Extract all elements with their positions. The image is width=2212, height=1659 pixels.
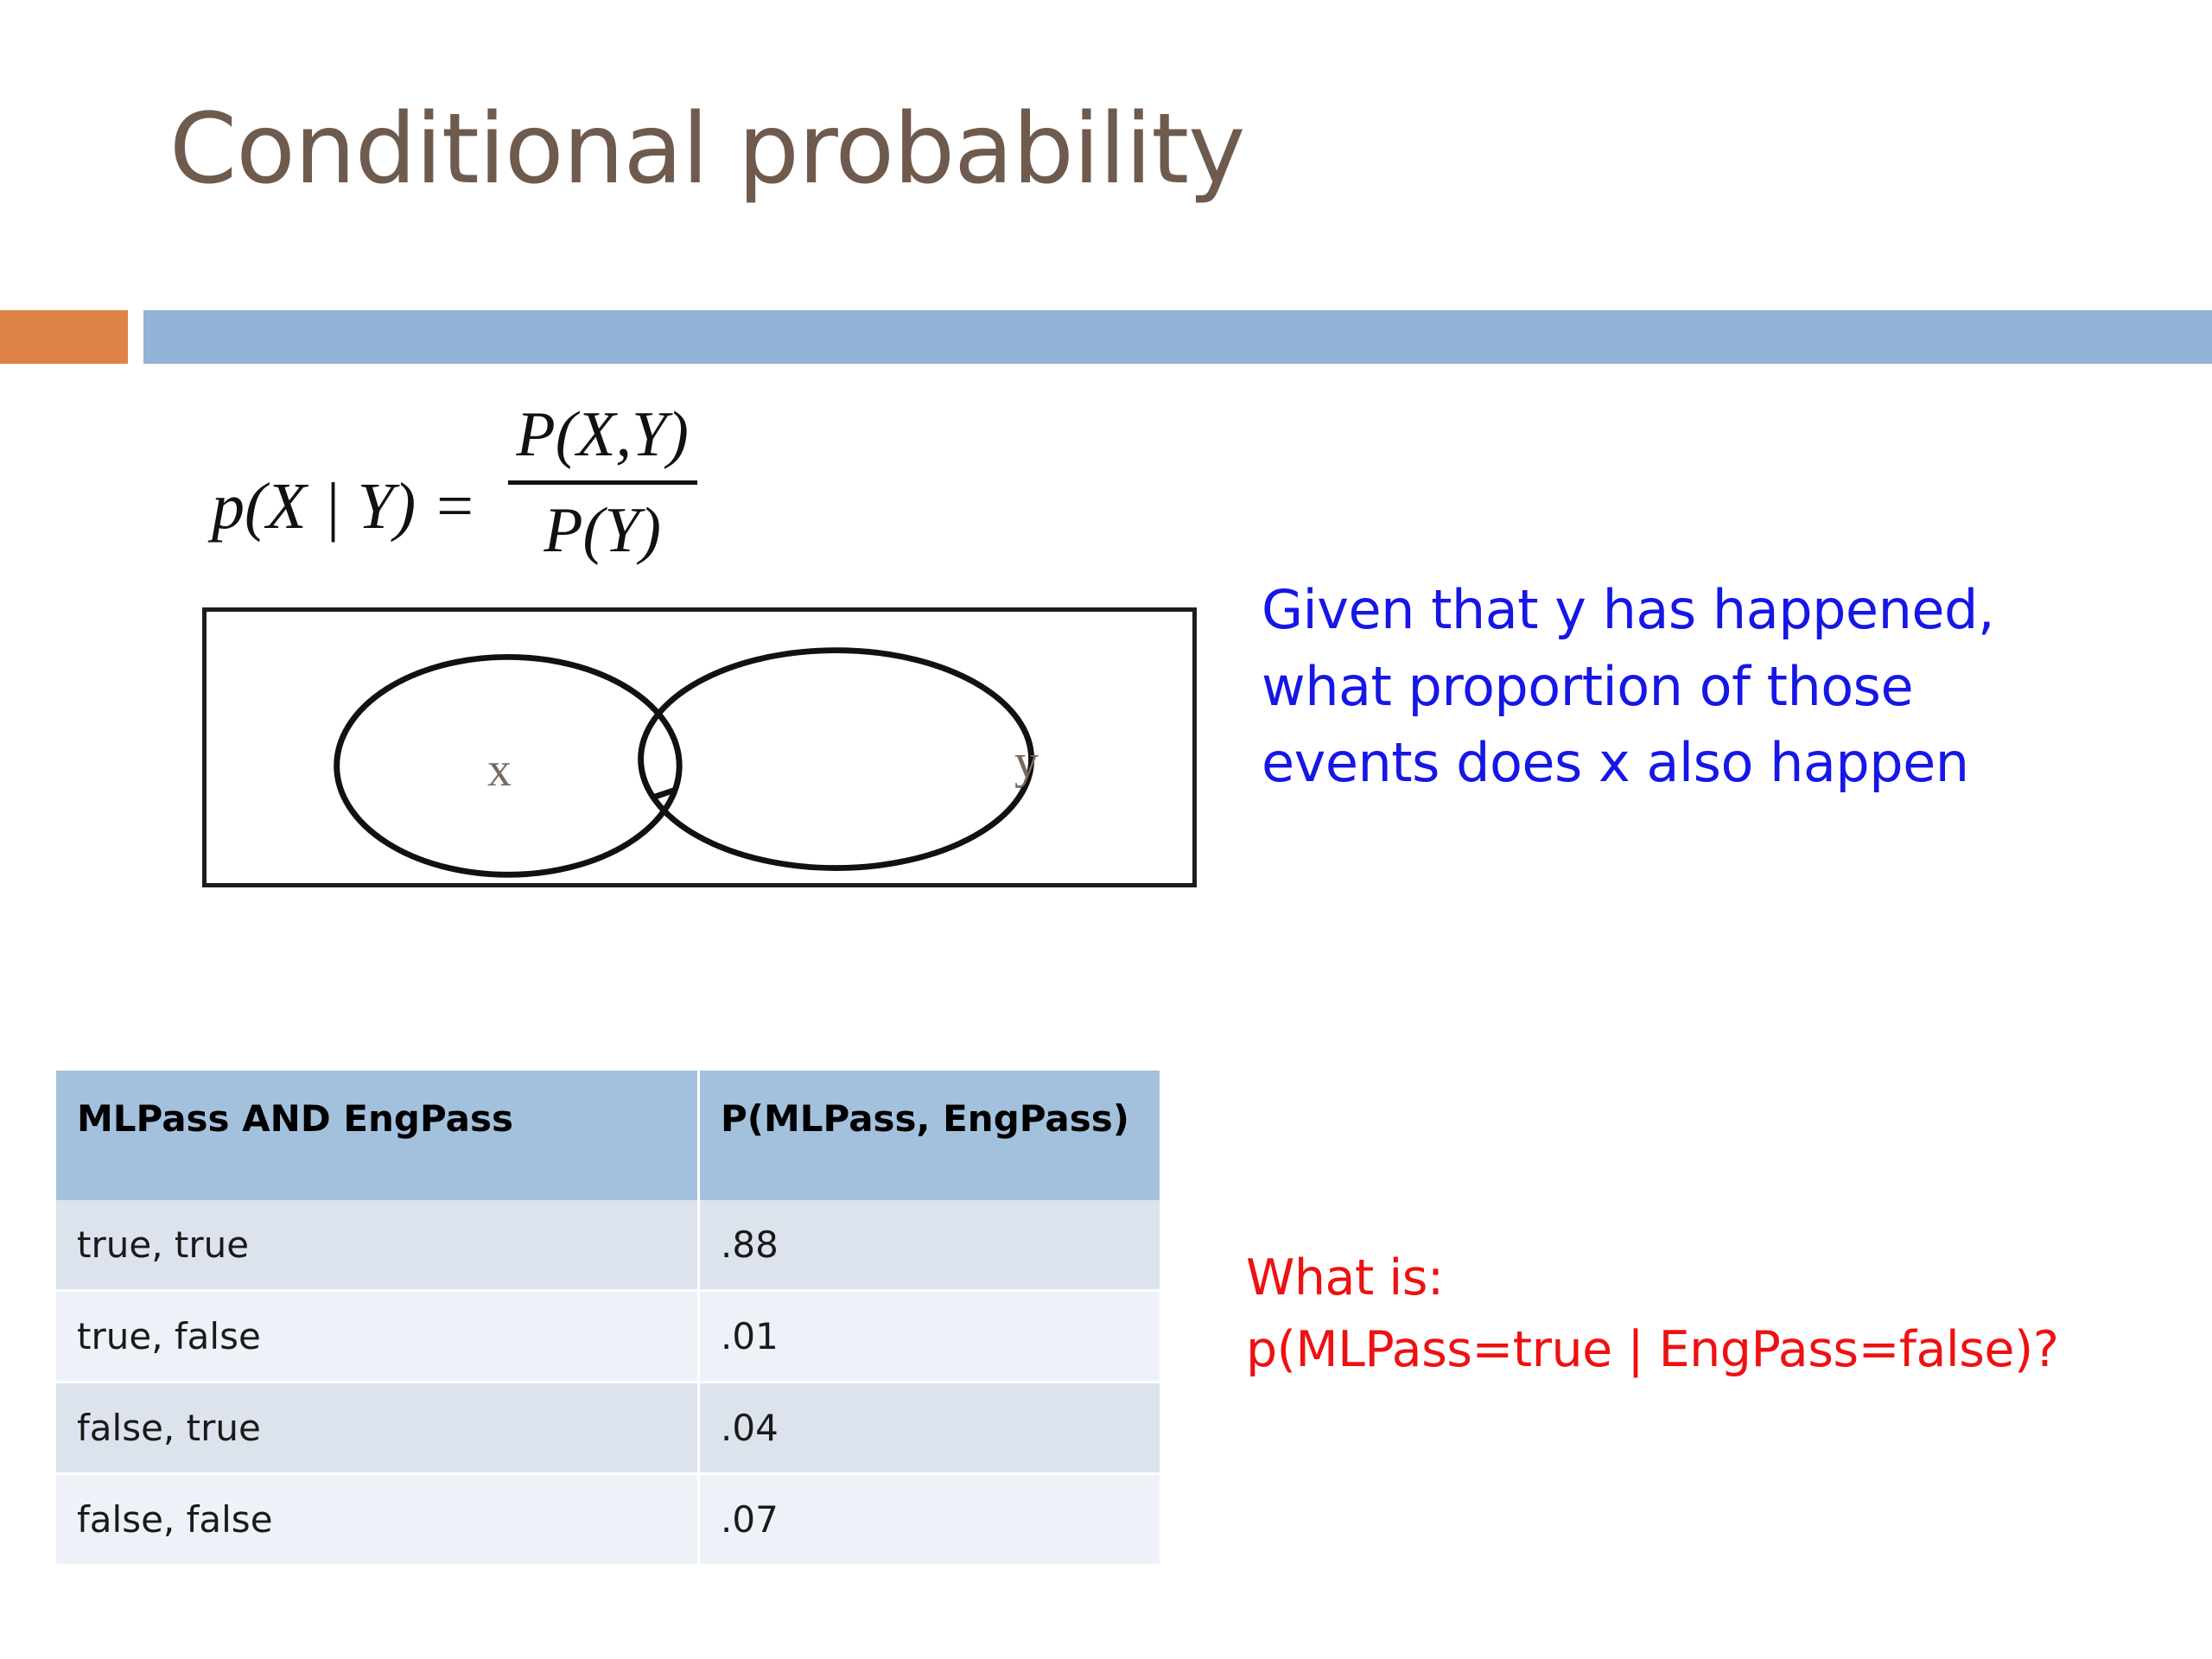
formula-left-hand-side: p(X | Y) =: [212, 469, 477, 543]
table-row: false, true .04: [56, 1383, 1160, 1475]
blue-note-line-3: events does x also happen: [1262, 731, 1969, 795]
venn-ellipse-x: [334, 653, 683, 878]
cell-condition: true, false: [56, 1292, 700, 1383]
table-header-row: MLPass AND EngPass P(MLPass, EngPass): [56, 1071, 1160, 1200]
accent-bar-blue: [143, 310, 2212, 364]
blue-note-line-2: what proportion of those: [1262, 654, 1914, 718]
fraction-bar: [507, 480, 697, 486]
table-row: true, true .88: [56, 1200, 1160, 1292]
cell-probability: .01: [700, 1292, 1160, 1383]
formula-numerator: P(X,Y): [516, 399, 689, 470]
cell-condition: true, true: [56, 1200, 700, 1292]
venn-diagram-svg: [334, 647, 1035, 878]
formula-denominator: P(Y): [543, 495, 661, 567]
conditional-probability-formula: p(X | Y) = P(X,Y) P(Y): [212, 391, 697, 575]
venn-ellipse-y: [638, 647, 1035, 871]
joint-probability-table: MLPass AND EngPass P(MLPass, EngPass) tr…: [56, 1071, 1160, 1567]
blue-explanation-note: Given that y has happened, what proporti…: [1262, 572, 2134, 802]
cell-probability: .04: [700, 1383, 1160, 1475]
red-note-line-1: What is:: [1246, 1249, 1444, 1306]
formula-fraction: P(X,Y) P(Y): [507, 391, 697, 575]
accent-bar-orange: [0, 310, 128, 364]
table-row: true, false .01: [56, 1292, 1160, 1383]
venn-label-x: x: [487, 743, 512, 797]
page-title: Conditional probability: [169, 93, 1245, 206]
venn-diagram: x y: [202, 607, 1197, 887]
cell-probability: .07: [700, 1475, 1160, 1567]
red-question-note: What is: p(MLPass=true | EngPass=false)?: [1246, 1243, 2179, 1385]
table-row: false, false .07: [56, 1475, 1160, 1567]
venn-label-y: y: [1014, 735, 1039, 789]
red-note-line-2: p(MLPass=true | EngPass=false)?: [1246, 1320, 2059, 1378]
column-header-condition: MLPass AND EngPass: [56, 1071, 700, 1200]
cell-condition: false, false: [56, 1475, 700, 1567]
blue-note-line-1: Given that y has happened,: [1262, 578, 1995, 641]
column-header-probability: P(MLPass, EngPass): [700, 1071, 1160, 1200]
cell-probability: .88: [700, 1200, 1160, 1292]
cell-condition: false, true: [56, 1383, 700, 1475]
